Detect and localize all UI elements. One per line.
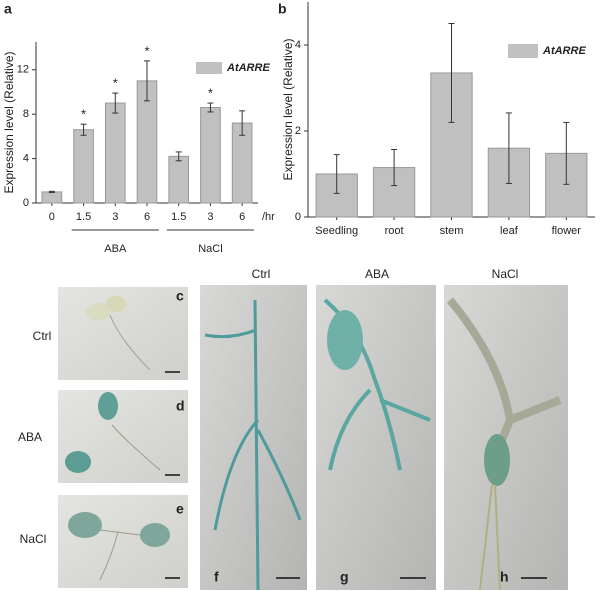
significance-mark: * [144, 43, 149, 58]
x-tick-label: 6 [239, 211, 245, 223]
legend-label: AtARRE [542, 45, 586, 57]
x-tick-label: root [385, 225, 404, 237]
significance-mark: * [113, 76, 118, 91]
legend-swatch [508, 44, 538, 58]
significance-mark: * [208, 86, 213, 101]
panel-letter: h [500, 569, 509, 585]
bar [41, 191, 63, 204]
column-label: NaCl [492, 267, 519, 281]
x-tick-label: leaf [500, 225, 519, 237]
x-unit: /hr [262, 211, 275, 223]
bar [73, 129, 94, 204]
panel-letter: c [176, 288, 184, 304]
x-tick-label: 0 [49, 211, 55, 223]
y-axis-label: Expression level (Relative) [281, 38, 295, 180]
significance-mark: * [81, 107, 86, 122]
x-tick-label: 1.5 [171, 211, 186, 223]
panel-letter: e [176, 501, 184, 517]
panel-letter: b [278, 1, 287, 17]
x-tick-label: stem [440, 225, 464, 237]
group-label: ABA [104, 243, 127, 255]
legend-swatch [196, 62, 222, 74]
panel-letter: g [340, 569, 349, 585]
row-label: NaCl [20, 532, 47, 546]
panel-letter: d [176, 398, 185, 414]
x-tick-label: 3 [207, 211, 213, 223]
legend-label: AtARRE [226, 62, 270, 74]
bar [200, 107, 221, 204]
y-tick-label: 0 [295, 211, 301, 223]
column-label: Ctrl [252, 267, 271, 281]
panel-letter: f [214, 569, 219, 585]
y-tick-label: 2 [295, 125, 301, 137]
y-tick-label: 4 [295, 39, 301, 51]
y-tick-label: 0 [23, 197, 29, 209]
photo-small [58, 287, 188, 588]
x-tick-label: flower [552, 225, 582, 237]
row-label: Ctrl [33, 329, 52, 343]
x-tick-label: 3 [112, 211, 118, 223]
column-label: ABA [365, 267, 389, 281]
y-tick-label: 8 [23, 108, 29, 120]
scale-bars [165, 371, 547, 579]
group-label: NaCl [198, 243, 222, 255]
y-tick-label: 12 [17, 64, 29, 76]
x-tick-label: 1.5 [76, 211, 91, 223]
x-tick-label: 6 [144, 211, 150, 223]
y-axis-label: Expression level (Relative) [2, 51, 16, 193]
y-tick-label: 4 [23, 152, 29, 164]
bar [104, 102, 126, 204]
panel-letter: a [4, 1, 12, 17]
bar [168, 155, 190, 204]
row-label: ABA [18, 430, 42, 444]
x-tick-label: Seedling [315, 225, 358, 237]
photo-large [200, 285, 568, 591]
